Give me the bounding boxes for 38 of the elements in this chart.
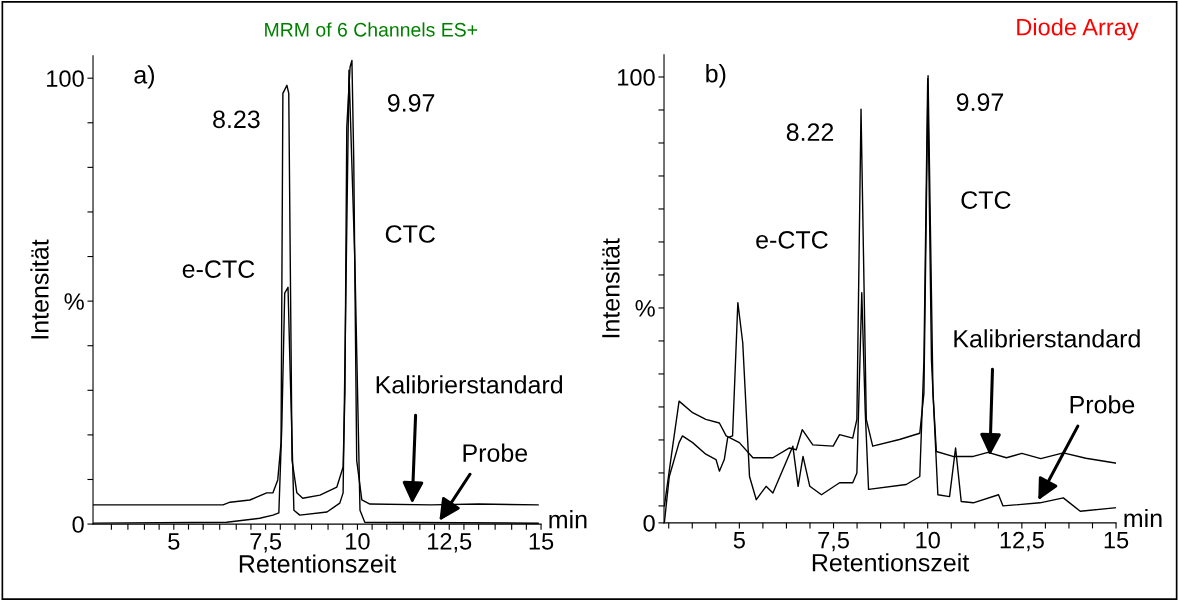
chart-title: MRM of 6 Channels ES+ (265, 22, 478, 37)
annotation: 8.22 (786, 123, 834, 141)
x-tick-label: 5 (168, 533, 180, 550)
y-tick-label: % (64, 293, 84, 310)
annotation: Probe (463, 443, 528, 462)
annotation: e-CTC (182, 260, 255, 278)
annotation: CTC (961, 191, 1011, 209)
x-tick-label: 15 (1104, 532, 1129, 549)
x-tick-label: 12,5 (428, 533, 472, 553)
y-tick-label: 0 (72, 516, 84, 533)
annotation: b) (706, 64, 726, 88)
y-axis-title: Intensität (30, 239, 49, 339)
x-tick-label: 10 (916, 531, 940, 549)
y-tick-label: % (635, 300, 655, 317)
y-tick-label: 100 (47, 70, 84, 87)
y-tick-label: 0 (643, 514, 655, 532)
text: min (549, 510, 587, 529)
x-tick-label: 7,5 (250, 533, 282, 553)
x-axis-title: Retentionszeit (812, 553, 970, 572)
x-tick-label: 7,5 (818, 532, 849, 552)
chart-title: Diode Array (1017, 18, 1139, 41)
y-axis-title: Intensität (601, 238, 620, 338)
annotation: Probe (1070, 395, 1135, 414)
annotation: 8.23 (213, 110, 260, 129)
x-tick-label: 15 (529, 533, 554, 550)
x-axis-title: Retentionszeit (239, 554, 397, 573)
annotation: a) (134, 65, 155, 89)
annotation: Kalibrierstandard (376, 375, 563, 394)
y-tick-label: 100 (618, 69, 655, 86)
x-tick-label: 12,5 (1000, 531, 1044, 552)
x-tick-label: 10 (346, 533, 370, 550)
text: min (1124, 508, 1162, 527)
annotation: CTC (385, 225, 435, 243)
annotation: 9.97 (956, 93, 1004, 112)
annotation: 9.97 (387, 94, 435, 112)
annotation: Kalibrierstandard (954, 329, 1140, 348)
annotation: e-CTC (756, 230, 828, 249)
x-tick-label: 5 (733, 532, 745, 549)
